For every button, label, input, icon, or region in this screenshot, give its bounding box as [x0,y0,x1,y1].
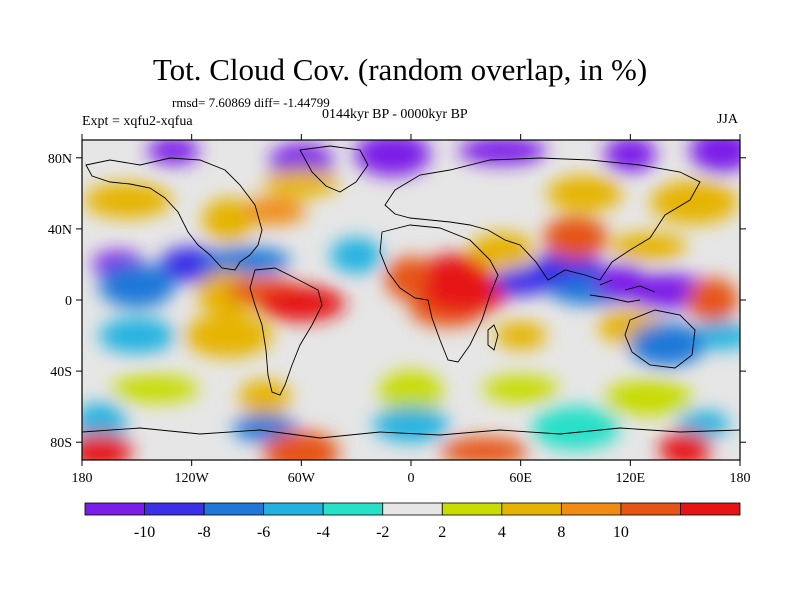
colorbar-label: 4 [498,524,506,541]
field-patch [686,278,739,322]
lon-tick-label: 120W [175,471,210,486]
period-text: 0144kyr BP - 0000kyr BP [322,107,468,122]
field-patch [470,232,535,269]
axis-ticks: 180 120W 60W 0 60E 120E 180 80N 40N 0 40S 80S [48,134,751,486]
field-patch [659,431,712,460]
colorbar-swatch [322,502,384,516]
field-patch [546,175,623,212]
lat-tick-label: 0 [65,294,72,309]
lon-tick-label: 60W [288,471,316,486]
colorbar-label: 2 [438,524,446,541]
colorbar-swatch [560,502,622,516]
field-patch [202,198,255,242]
colorbar-label: -4 [317,524,330,541]
colorbar-swatch [263,502,324,516]
field-patch [458,140,547,165]
lat-tick-label: 40N [48,223,72,238]
field-patch [202,246,291,275]
colorbar-swatch [441,502,503,516]
colorbar-swatch [501,502,562,516]
colorbar-swatch [84,502,145,516]
field-patch [543,215,608,260]
colorbar-swatch [620,502,681,516]
lon-tick-label: 60E [509,471,532,486]
field-patch [257,285,346,322]
field-patch [482,374,559,403]
field-patch [111,374,200,403]
colorbar-label: 8 [557,524,565,541]
field-patch [82,433,133,460]
colorbar-label: -8 [197,524,210,541]
colorbar-swatch [203,502,265,516]
field-patch [440,437,529,460]
field-patch [330,237,383,274]
field-patch [263,168,340,197]
field-patch [98,263,175,308]
field-patch [147,140,200,165]
field-patch [354,140,431,177]
lon-tick-label: 0 [408,471,415,486]
field-patch [379,370,443,415]
colorbar-swatch [144,502,205,516]
field-patch [604,379,693,416]
plot-title: Tot. Cloud Cov. (random overlap, in %) [152,52,648,87]
field-patch [650,180,739,225]
field-patch [238,379,291,416]
colorbar-label: -6 [257,524,270,541]
colorbar-label: -2 [376,524,389,541]
colorbar-swatch [382,502,443,516]
lon-tick-label: 180 [730,471,751,486]
stats-text: rmsd= 7.60869 diff= -1.44799 [172,95,330,110]
colorbar-label: 10 [613,524,629,541]
cloud-anomaly-field [82,140,740,460]
field-patch [241,197,306,226]
field-patch [531,406,620,450]
lat-tick-label: 80N [48,152,72,167]
field-patch [610,232,687,261]
field-patch [689,140,740,173]
colorbar: -10 -8 -6 -4 -2 2 4 8 10 [84,502,741,541]
experiment-label: Expt = xqfu2-xqfua [82,114,193,129]
field-patch [83,182,172,219]
lat-tick-label: 80S [50,436,72,451]
field-patch [494,321,547,350]
field-patch [628,322,705,367]
field-patch [421,269,510,314]
lon-tick-label: 180 [72,471,93,486]
coastlines [82,145,740,439]
colorbar-swatch [680,502,741,516]
field-patch [373,406,449,443]
field-patch [184,313,273,358]
colorbar-label: -10 [134,524,155,541]
lon-tick-label: 120E [616,471,646,486]
field-patch [604,140,657,173]
field-patch [98,317,175,354]
season-label: JJA [716,112,738,127]
lat-tick-label: 40S [50,365,72,380]
